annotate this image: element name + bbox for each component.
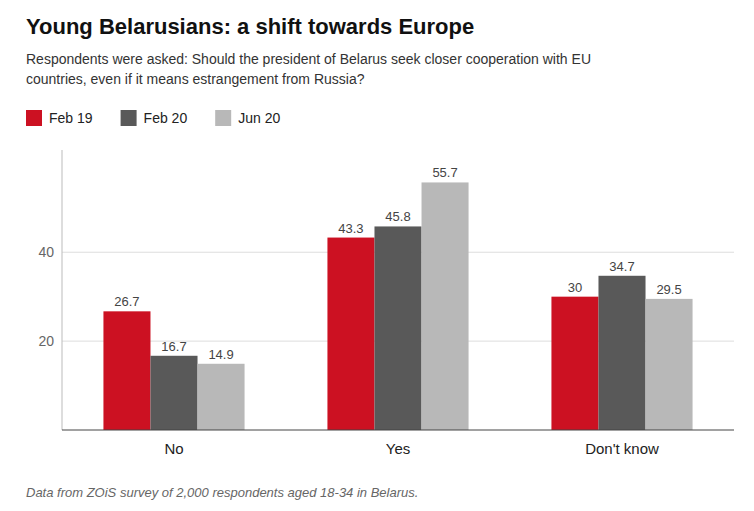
legend-label: Jun 20: [238, 110, 280, 126]
data-label: 45.8: [385, 209, 410, 224]
legend-swatch: [121, 110, 137, 126]
y-tick-label: 20: [38, 333, 54, 349]
legend-label: Feb 20: [144, 110, 188, 126]
x-tick-label: Don't know: [585, 440, 659, 457]
chart-container: Young Belarusians: a shift towards Europ…: [0, 0, 754, 511]
legend-label: Feb 19: [49, 110, 93, 126]
data-label: 14.9: [208, 347, 233, 362]
bar: [551, 297, 598, 430]
data-labels: 26.7 43.3 30 16.7 45.8 34.7 14.9 55.7 29.5: [114, 165, 681, 361]
bar: [598, 276, 645, 430]
legend-swatch: [26, 110, 42, 126]
legend-swatch: [215, 110, 231, 126]
data-label: 16.7: [161, 339, 186, 354]
bar: [198, 364, 245, 430]
x-tick-label: No: [164, 440, 183, 457]
x-tick-label: Yes: [386, 440, 410, 457]
bar: [150, 356, 197, 430]
x-axis-line: [62, 430, 734, 431]
subtitle: Respondents were asked: Should the presi…: [26, 51, 591, 87]
title: Young Belarusians: a shift towards Europ…: [26, 14, 474, 39]
bar: [374, 226, 421, 430]
y-axis-line: [62, 150, 63, 430]
data-label: 34.7: [609, 259, 634, 274]
data-label: 30: [568, 280, 582, 295]
footnote: Data from ZOiS survey of 2,000 responden…: [26, 485, 418, 500]
data-label: 43.3: [338, 221, 363, 236]
bar: [103, 311, 150, 430]
subtitle-line: countries, even if it means estrangement…: [26, 71, 365, 87]
data-label: 26.7: [114, 294, 139, 309]
y-tick-label: 40: [38, 244, 54, 260]
data-label: 29.5: [656, 282, 681, 297]
subtitle-line: Respondents were asked: Should the presi…: [26, 51, 591, 67]
bar: [327, 238, 374, 430]
bars: [103, 182, 692, 430]
bar: [422, 182, 469, 430]
data-label: 55.7: [432, 165, 457, 180]
chart-svg: Young Belarusians: a shift towards Europ…: [0, 0, 754, 511]
bar: [646, 299, 693, 430]
